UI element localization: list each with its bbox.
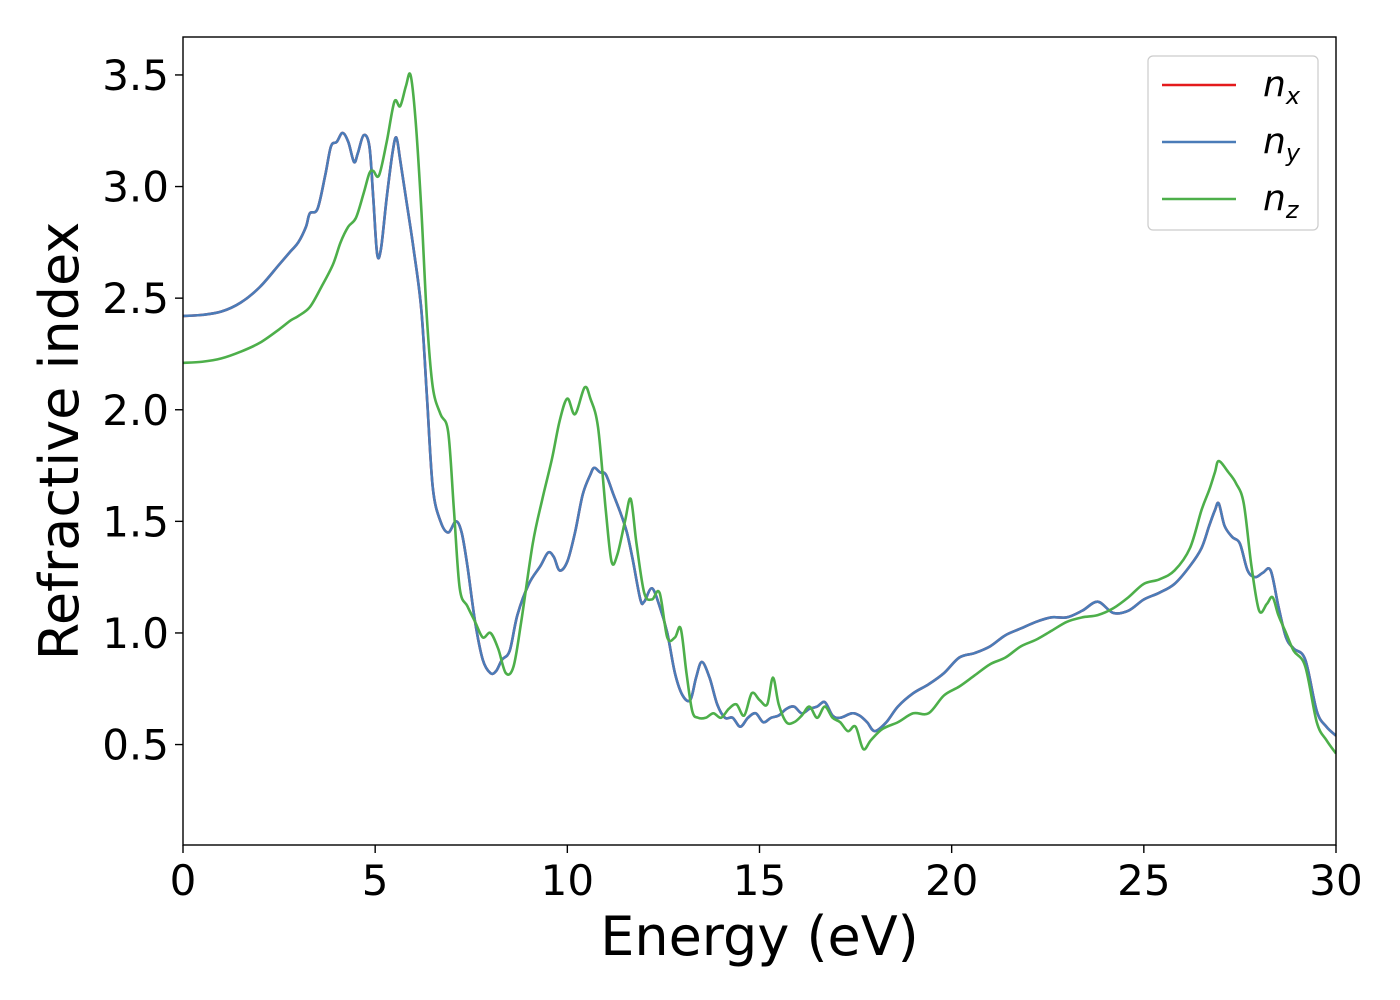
legend-label-subscript: x — [1285, 82, 1301, 110]
y-axis-title: Refractive index — [28, 222, 91, 661]
y-tick-label: 2.0 — [102, 386, 169, 435]
y-tick-label: 3.0 — [102, 163, 169, 212]
y-tick-label: 3.5 — [102, 51, 169, 100]
series-line-y — [183, 131, 1336, 737]
plot-area — [183, 72, 1336, 755]
x-tick-label: 15 — [733, 856, 786, 905]
x-tick-label: 20 — [925, 856, 978, 905]
series-line-z — [183, 72, 1336, 755]
legend-label-z: nz — [1263, 178, 1300, 224]
y-tick-label: 0.5 — [102, 721, 169, 770]
legend-label-subscript: z — [1285, 196, 1300, 224]
legend-label-y: ny — [1263, 121, 1301, 167]
x-tick-label: 30 — [1309, 856, 1362, 905]
y-tick-label: 1.5 — [102, 497, 169, 546]
y-tick-label: 1.0 — [102, 609, 169, 658]
legend-label-base: n — [1263, 64, 1286, 105]
axes: 0 5 10 15 20 25 30 0.5 1.0 1.5 2.0 2.5 3.0 3.5 — [102, 36, 1363, 905]
x-tick-label: 10 — [541, 856, 594, 905]
x-tick-label: 25 — [1117, 856, 1170, 905]
legend-label-subscript: y — [1285, 139, 1301, 167]
legend-label-base: n — [1263, 121, 1286, 162]
y-tick-label: 2.5 — [102, 274, 169, 323]
x-tick-label: 0 — [170, 856, 197, 905]
legend-label-base: n — [1263, 178, 1286, 219]
x-tick-label: 5 — [362, 856, 389, 905]
x-axis-title: Energy (eV) — [600, 905, 919, 968]
legend-label-x: nx — [1263, 64, 1301, 110]
